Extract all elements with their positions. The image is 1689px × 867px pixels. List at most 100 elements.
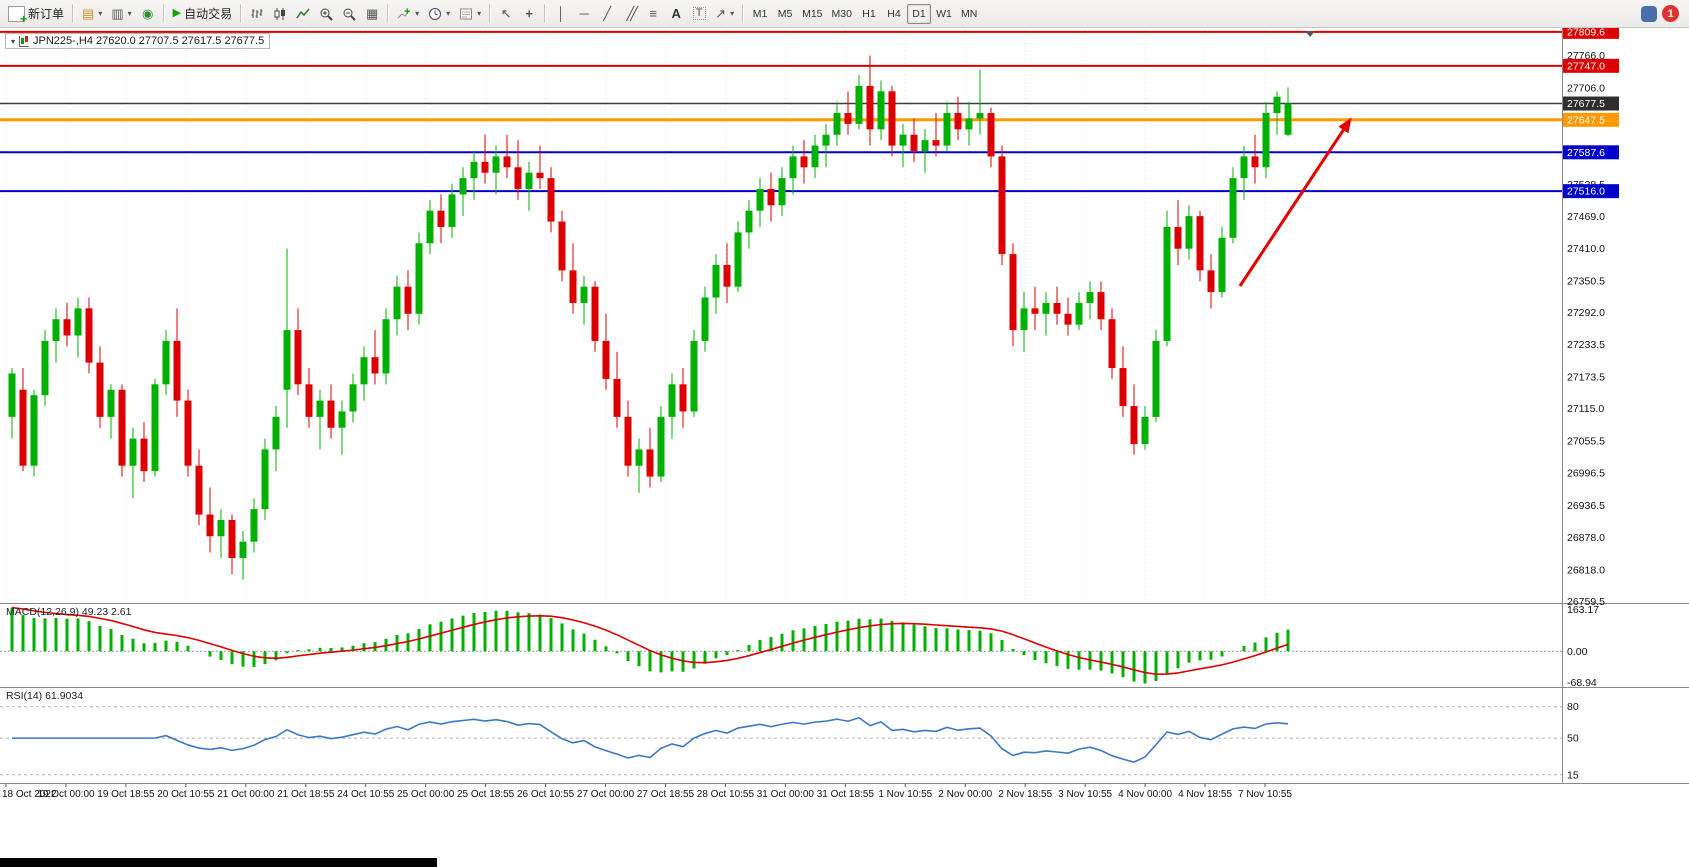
text-tool-button[interactable]: A — [665, 3, 687, 25]
svg-text:25 Oct 00:00: 25 Oct 00:00 — [397, 789, 455, 800]
new-chart-icon: ▤ — [82, 6, 95, 21]
svg-text:27677.5: 27677.5 — [1567, 98, 1605, 110]
line-chart-mode-button[interactable] — [292, 3, 314, 25]
svg-text:27 Oct 18:55: 27 Oct 18:55 — [637, 789, 695, 800]
community-icon[interactable] — [1641, 5, 1657, 22]
svg-text:163.17: 163.17 — [1567, 604, 1599, 616]
toolbar-separator — [742, 4, 745, 23]
channel-tool-button[interactable]: ╱╱ — [619, 3, 641, 25]
chevron-down-icon: ▾ — [98, 9, 103, 18]
notifications-badge[interactable]: 1 — [1662, 5, 1679, 22]
chart-icon — [19, 35, 30, 47]
svg-text:26936.5: 26936.5 — [1567, 500, 1605, 512]
svg-text:26 Oct 10:55: 26 Oct 10:55 — [517, 789, 575, 800]
new-order-label: 新订单 — [28, 7, 65, 21]
svg-text:28 Oct 10:55: 28 Oct 10:55 — [697, 789, 755, 800]
tile-windows-icon: ▦ — [365, 6, 379, 21]
svg-text:26759.5: 26759.5 — [1567, 596, 1605, 608]
zoom-in-icon — [320, 8, 333, 21]
svg-text:15: 15 — [1567, 769, 1579, 781]
svg-text:21 Oct 00:00: 21 Oct 00:00 — [217, 789, 275, 800]
timeframe-button-h4[interactable]: H4 — [882, 4, 906, 24]
rsi-levels — [0, 706, 1562, 776]
timeframe-button-d1[interactable]: D1 — [906, 3, 931, 24]
bar-chart-mode-button[interactable] — [246, 3, 268, 25]
chart-canvas[interactable]: 27766.027706.027647.527588.027528.527469… — [0, 28, 1689, 800]
svg-text:19 Oct 00:00: 19 Oct 00:00 — [37, 789, 95, 800]
timeframe-button-m15[interactable]: M15 — [798, 4, 826, 24]
svg-text:20 Oct 10:55: 20 Oct 10:55 — [157, 789, 215, 800]
svg-text:27647.5: 27647.5 — [1567, 114, 1605, 126]
label-tool-button[interactable]: T — [688, 3, 710, 25]
vertical-line-tool-button[interactable]: │ — [550, 3, 572, 25]
macd-signal-line — [11, 606, 1289, 676]
timeframe-button-h1[interactable]: H1 — [857, 4, 881, 24]
new-chart-button[interactable]: ▤ ▾ — [78, 3, 106, 25]
svg-text:27747.0: 27747.0 — [1567, 60, 1605, 72]
toolbar-separator — [544, 4, 547, 23]
indicators-button[interactable]: + ▾ — [393, 3, 423, 25]
timeframe-button-m5[interactable]: M5 — [773, 4, 797, 24]
collapse-icon[interactable]: ▾ — [11, 36, 16, 46]
svg-text:2 Nov 18:55: 2 Nov 18:55 — [998, 789, 1052, 800]
arrow-tool-icon: ↗ — [715, 6, 727, 21]
taskbar-fragment — [0, 858, 437, 867]
svg-text:0.00: 0.00 — [1567, 646, 1588, 658]
zoom-out-icon — [343, 8, 356, 21]
auto-trading-icon: ▶ — [172, 7, 182, 19]
toolbar-separator — [387, 4, 390, 23]
timeframe-button-w1[interactable]: W1 — [932, 4, 956, 24]
chevron-down-icon: ▾ — [127, 9, 132, 18]
price-axis-line-labels: 27809.6 27747.0 27677.5 27647.5 27587.6 27516… — [1563, 28, 1619, 199]
svg-text:27055.5: 27055.5 — [1567, 436, 1605, 448]
zoom-out-button[interactable] — [338, 3, 360, 25]
svg-text:26818.0: 26818.0 — [1567, 564, 1605, 576]
timeframe-button-mn[interactable]: MN — [957, 4, 981, 24]
signals-button[interactable]: ◉ — [137, 3, 159, 25]
cursor-icon: ↖ — [500, 6, 512, 21]
svg-text:31 Oct 00:00: 31 Oct 00:00 — [757, 789, 815, 800]
svg-text:26996.5: 26996.5 — [1567, 468, 1605, 480]
svg-text:3 Nov 10:55: 3 Nov 10:55 — [1058, 789, 1112, 800]
timeframe-button-m1[interactable]: M1 — [748, 4, 772, 24]
bar-chart-icon — [251, 8, 263, 18]
toolbar-separator — [489, 4, 492, 23]
cursor-tool-button[interactable]: ↖ — [495, 3, 517, 25]
svg-text:27587.6: 27587.6 — [1567, 147, 1605, 159]
crosshair-tool-button[interactable]: + — [518, 3, 540, 25]
timeframe-button-m30[interactable]: M30 — [828, 4, 856, 24]
templates-button[interactable]: ▾ — [455, 3, 485, 25]
svg-text:31 Oct 18:55: 31 Oct 18:55 — [817, 789, 875, 800]
auto-trading-button[interactable]: ▶ 自动交易 — [169, 3, 236, 25]
crosshair-icon: + — [525, 6, 533, 21]
candlestick-icon — [274, 7, 286, 20]
clock-icon — [429, 7, 442, 20]
new-order-icon: + — [8, 5, 27, 25]
svg-text:19 Oct 18:55: 19 Oct 18:55 — [97, 789, 155, 800]
new-order-button[interactable]: + 新订单 — [4, 3, 68, 25]
chevron-down-icon: ▾ — [730, 9, 735, 18]
svg-text:27115.0: 27115.0 — [1567, 403, 1604, 415]
chevron-down-icon: ▾ — [415, 9, 420, 18]
candlestick-mode-button[interactable] — [269, 3, 291, 25]
zoom-in-button[interactable] — [315, 3, 337, 25]
signals-icon: ◉ — [141, 6, 154, 21]
horizontal-lines — [0, 30, 1562, 193]
trendline-icon: ╱ — [603, 6, 612, 21]
annotation-arrow — [1238, 117, 1352, 287]
toolbar-separator — [162, 4, 165, 23]
fibonacci-tool-button[interactable]: ≡ — [642, 3, 664, 25]
svg-text:27809.6: 27809.6 — [1567, 28, 1605, 38]
profiles-icon: ▥ — [111, 6, 124, 21]
svg-text:50: 50 — [1567, 733, 1579, 745]
periods-button[interactable]: ▾ — [424, 3, 454, 25]
svg-text:27469.0: 27469.0 — [1567, 211, 1605, 223]
profiles-button[interactable]: ▥ ▾ — [107, 3, 135, 25]
svg-text:+: + — [404, 7, 410, 18]
horizontal-line-tool-button[interactable]: ─ — [573, 3, 595, 25]
arrows-tool-button[interactable]: ↗ ▾ — [711, 3, 738, 25]
trendline-tool-button[interactable]: ╱ — [596, 3, 618, 25]
symbol-info[interactable]: ▾ JPN225-,H4 27620.0 27707.5 27617.5 276… — [5, 33, 271, 49]
tile-windows-button[interactable]: ▦ — [361, 3, 383, 25]
